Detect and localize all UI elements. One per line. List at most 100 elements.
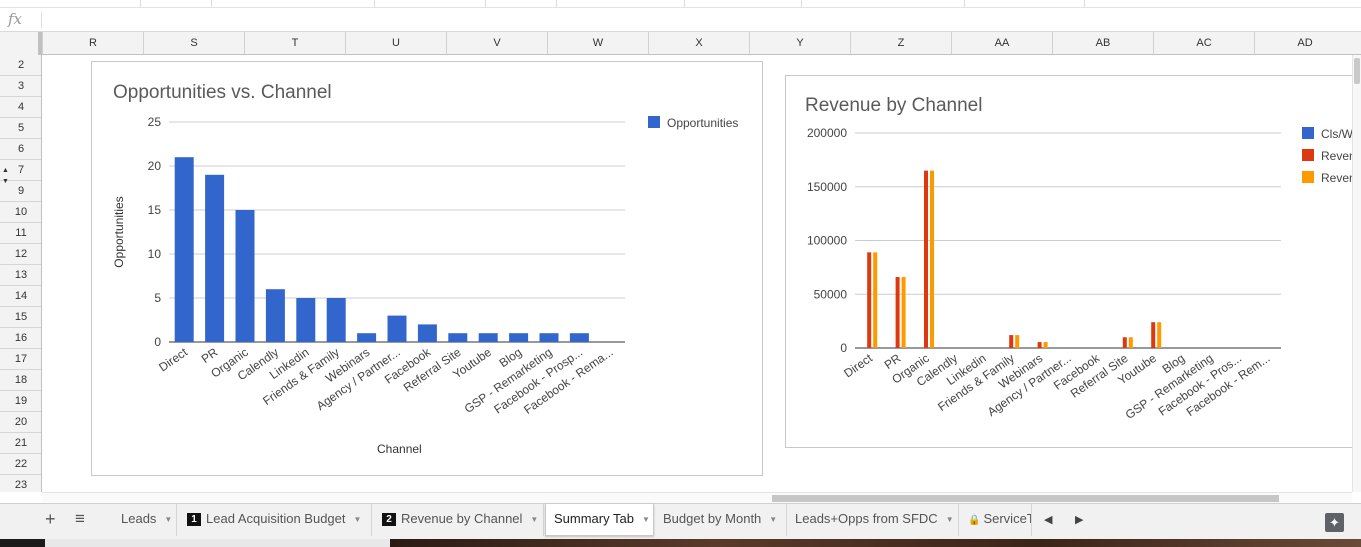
sheet-tab[interactable]: Leads ▼ (113, 504, 177, 536)
row-header-4[interactable]: 4 (0, 97, 41, 118)
y-tick-label: 15 (148, 203, 162, 217)
bar[interactable] (417, 324, 437, 342)
tab-label: Lead Acquisition Budget (206, 511, 346, 526)
bar[interactable] (1151, 322, 1156, 348)
tab-menu-chevron-down-icon[interactable]: ▼ (530, 514, 539, 524)
row-header-21[interactable]: 21 (0, 433, 41, 454)
column-header-z[interactable]: Z (850, 32, 951, 55)
opportunities-chart[interactable]: Opportunities vs. Channel 0 5 10 15 20 25 Dire… (91, 61, 763, 476)
row-header-19[interactable]: 19 (0, 391, 41, 412)
row-header-20[interactable]: 20 (0, 412, 41, 433)
bar[interactable] (326, 298, 346, 342)
column-header-aa[interactable]: AA (951, 32, 1052, 55)
row-header-23[interactable]: 23 (0, 475, 41, 492)
row-header-9[interactable]: 9 (0, 181, 41, 202)
row-header-14[interactable]: 14 (0, 286, 41, 307)
bar[interactable] (235, 210, 255, 342)
vertical-scroll-thumb[interactable] (1354, 58, 1360, 84)
row-header-13[interactable]: 13 (0, 265, 41, 286)
sheet-grid[interactable]: Opportunities vs. Channel 0 5 10 15 20 25 Dire… (42, 55, 1352, 492)
row-header-5[interactable]: 5 (0, 118, 41, 139)
row-header-18[interactable]: 18 (0, 370, 41, 391)
formula-input[interactable] (46, 10, 1346, 30)
bar[interactable] (509, 333, 529, 342)
tab-menu-chevron-down-icon[interactable]: ▼ (769, 514, 778, 524)
sheet-tab[interactable]: Budget by Month ▼ (655, 504, 787, 536)
sheet-tab[interactable]: Summary Tab ▼ (545, 504, 654, 536)
sheet-tab[interactable]: 🔒 ServiceT (960, 504, 1032, 536)
bar[interactable] (1015, 335, 1020, 348)
scroll-tabs-right-button[interactable]: ▶ (1075, 514, 1084, 526)
row-header-16[interactable]: 16 (0, 328, 41, 349)
tab-menu-chevron-down-icon[interactable]: ▼ (641, 514, 650, 524)
revenue-chart[interactable]: Revenue by Channel 0 50000 100000 150000 200… (785, 75, 1352, 448)
scroll-tabs-left-button[interactable]: ◀ (1044, 514, 1053, 526)
tab-number-badge: 1 (187, 513, 201, 526)
bar[interactable] (387, 315, 407, 342)
column-header-y[interactable]: Y (749, 32, 850, 55)
row-header-10[interactable]: 10 (0, 202, 41, 223)
row-header-12[interactable]: 12 (0, 244, 41, 265)
bar[interactable] (174, 157, 194, 342)
row-header-22[interactable]: 22 (0, 454, 41, 475)
bar[interactable] (1009, 335, 1014, 348)
horizontal-scrollbar[interactable] (42, 492, 1352, 503)
sheet-tab-bar: + ≡ Leads ▼ 1 Lead Acquisition Budget ▼ 2 Reve… (0, 503, 1361, 539)
row-header-2[interactable]: 2 (0, 55, 41, 76)
horizontal-scroll-thumb[interactable] (772, 495, 1279, 502)
tab-menu-chevron-down-icon[interactable]: ▼ (353, 514, 362, 524)
column-header-ad[interactable]: AD (1254, 32, 1355, 55)
row-header-6[interactable]: 6 (0, 139, 41, 160)
bar[interactable] (1037, 342, 1042, 348)
bar[interactable] (1157, 322, 1162, 348)
column-header-ab[interactable]: AB (1052, 32, 1153, 55)
row-header-3[interactable]: 3 (0, 76, 41, 97)
sheet-tab[interactable]: 2 Revenue by Channel ▼ (374, 504, 544, 536)
row-group-collapse-icon[interactable]: ▼ (2, 178, 9, 185)
tab-label: ServiceT (983, 511, 1032, 526)
column-header-v[interactable]: V (446, 32, 547, 55)
column-header-w[interactable]: W (547, 32, 648, 55)
bar[interactable] (867, 252, 872, 348)
sheet-tab[interactable]: Leads+Opps from SFDC ▼ (787, 504, 959, 536)
explore-button[interactable]: ✦ (1325, 513, 1344, 532)
bar[interactable] (1122, 337, 1127, 348)
taskbar-strip (0, 539, 1361, 547)
bar[interactable] (1128, 337, 1133, 348)
bar[interactable] (569, 333, 589, 342)
bar[interactable] (296, 298, 316, 342)
bar[interactable] (1043, 342, 1048, 348)
vertical-scrollbar[interactable] (1352, 55, 1361, 492)
row-header-15[interactable]: 15 (0, 307, 41, 328)
bar[interactable] (539, 333, 559, 342)
bar[interactable] (924, 170, 928, 348)
bar[interactable] (930, 170, 934, 348)
column-header-u[interactable]: U (345, 32, 446, 55)
bar[interactable] (448, 333, 468, 342)
tab-menu-chevron-down-icon[interactable]: ▼ (164, 514, 173, 524)
bar[interactable] (357, 333, 377, 342)
column-header-t[interactable]: T (244, 32, 345, 55)
bar[interactable] (895, 277, 900, 348)
bar[interactable] (205, 174, 225, 342)
row-header-17[interactable]: 17 (0, 349, 41, 370)
row-header-7[interactable]: 7 (0, 160, 41, 181)
all-sheets-menu-icon[interactable]: ≡ (75, 509, 85, 528)
row-group-expand-icon[interactable]: ▲ (2, 167, 9, 174)
bar[interactable] (478, 333, 498, 342)
bar[interactable] (901, 277, 906, 348)
bar[interactable] (265, 289, 285, 342)
add-sheet-button[interactable]: + (45, 509, 56, 529)
y-tick-label: 0 (154, 335, 161, 349)
row-header-11[interactable]: 11 (0, 223, 41, 244)
sheet-tab[interactable]: 1 Lead Acquisition Budget ▼ (179, 504, 372, 536)
y-tick-label: 10 (148, 247, 162, 261)
column-header-s[interactable]: S (143, 32, 244, 55)
column-header-x[interactable]: X (648, 32, 749, 55)
column-header-r[interactable]: R (42, 32, 143, 55)
bar[interactable] (873, 252, 878, 348)
tab-menu-chevron-down-icon[interactable]: ▼ (945, 514, 954, 524)
y-tick-label: 50000 (814, 287, 848, 301)
select-all-corner[interactable] (0, 32, 42, 55)
column-header-ac[interactable]: AC (1153, 32, 1254, 55)
